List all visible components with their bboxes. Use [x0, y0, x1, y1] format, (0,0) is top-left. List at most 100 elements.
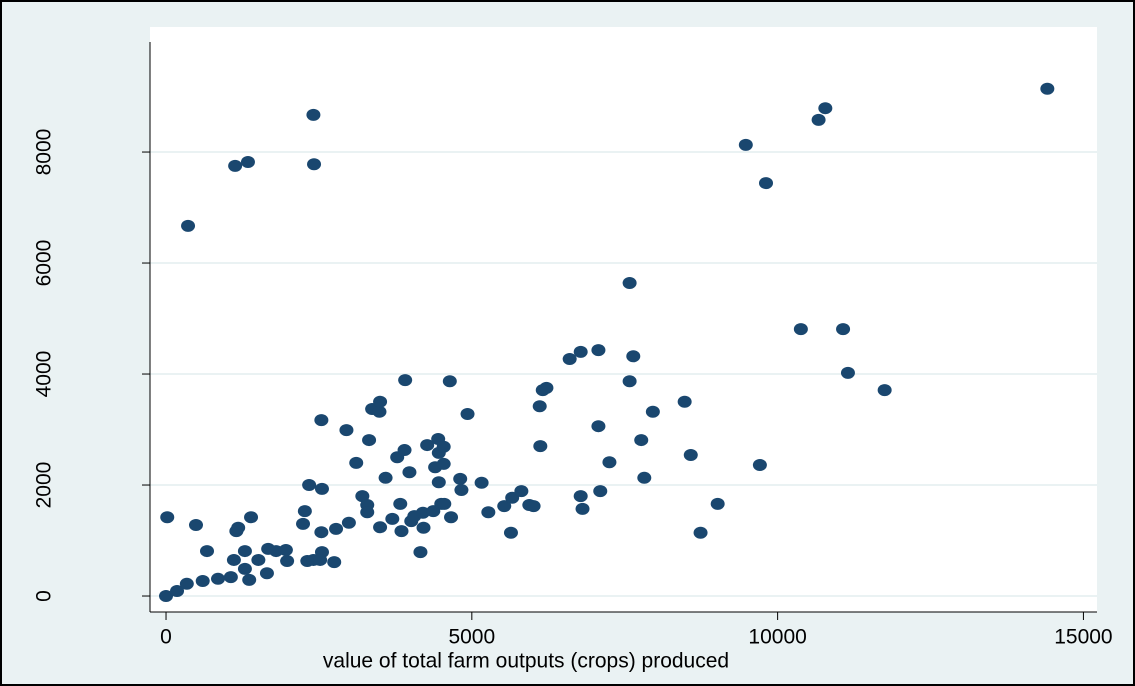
point: [373, 521, 388, 534]
point: [159, 590, 174, 603]
point: [259, 567, 274, 580]
point: [170, 585, 185, 598]
point: [244, 511, 259, 524]
point: [575, 502, 590, 515]
point: [397, 444, 412, 457]
point: [573, 345, 588, 358]
point: [313, 553, 328, 566]
point: [634, 434, 649, 447]
point: [591, 344, 606, 357]
point: [372, 405, 387, 418]
point: [738, 138, 753, 151]
y-tick-label: 2000: [33, 462, 56, 509]
point: [349, 456, 364, 469]
point: [1040, 82, 1055, 95]
point: [314, 526, 329, 539]
x-tick-label: 15000: [1054, 626, 1112, 649]
point: [836, 323, 851, 336]
point: [573, 490, 588, 503]
point: [195, 575, 210, 588]
point: [637, 471, 652, 484]
x-axis-label: value of total farm outputs (crops) prod…: [323, 650, 729, 673]
point: [818, 102, 833, 115]
point: [454, 484, 469, 497]
point: [402, 466, 417, 479]
point: [759, 177, 774, 190]
point: [211, 572, 226, 585]
point: [752, 459, 767, 472]
point: [793, 323, 808, 336]
point: [444, 511, 459, 524]
point: [622, 375, 637, 388]
point: [683, 449, 698, 462]
point: [505, 491, 520, 504]
point: [436, 457, 451, 470]
point: [591, 420, 606, 433]
point: [497, 500, 512, 513]
point: [460, 407, 475, 420]
x-tick-label: 5000: [448, 626, 495, 649]
x-tick-label: 10000: [748, 626, 806, 649]
point: [314, 414, 329, 427]
point: [228, 159, 243, 172]
point: [327, 556, 342, 569]
point: [593, 485, 608, 498]
point: [242, 573, 257, 586]
point: [237, 562, 252, 575]
point: [442, 375, 457, 388]
point: [532, 400, 547, 413]
y-tick-label: 4000: [33, 351, 56, 398]
point: [481, 506, 496, 519]
point: [302, 479, 317, 492]
point: [341, 516, 356, 529]
point: [840, 366, 855, 379]
point: [385, 512, 400, 525]
point: [420, 439, 435, 452]
point: [811, 113, 826, 126]
y-tick-label: 0: [33, 590, 56, 602]
point: [526, 500, 541, 513]
point: [240, 156, 255, 169]
point: [188, 518, 203, 531]
point: [237, 545, 252, 558]
point: [223, 571, 238, 584]
point: [394, 525, 409, 538]
point: [693, 526, 708, 539]
point: [314, 482, 329, 495]
point: [393, 497, 408, 510]
point: [226, 553, 241, 566]
point: [329, 522, 344, 535]
point: [431, 476, 446, 489]
point: [306, 108, 321, 121]
point: [278, 543, 293, 556]
y-tick-label: 8000: [33, 129, 56, 176]
point: [416, 521, 431, 534]
point: [622, 277, 637, 290]
point: [378, 471, 393, 484]
point: [562, 353, 577, 366]
y-tick-label: 6000: [33, 240, 56, 287]
point: [677, 395, 692, 408]
x-tick-label: 0: [160, 626, 172, 649]
point: [710, 497, 725, 510]
point: [362, 434, 377, 447]
point: [280, 555, 295, 568]
point: [373, 395, 388, 408]
point: [626, 350, 641, 363]
point: [436, 440, 451, 453]
point: [200, 545, 215, 558]
point: [398, 374, 413, 387]
point: [231, 521, 246, 534]
plot-area: [150, 27, 1097, 612]
point: [251, 553, 266, 566]
point: [602, 456, 617, 469]
point: [514, 485, 529, 498]
point: [503, 526, 518, 539]
point: [453, 472, 468, 485]
point: [877, 384, 892, 397]
point: [437, 497, 452, 510]
point: [474, 476, 489, 489]
point: [296, 517, 311, 530]
point: [179, 577, 194, 590]
